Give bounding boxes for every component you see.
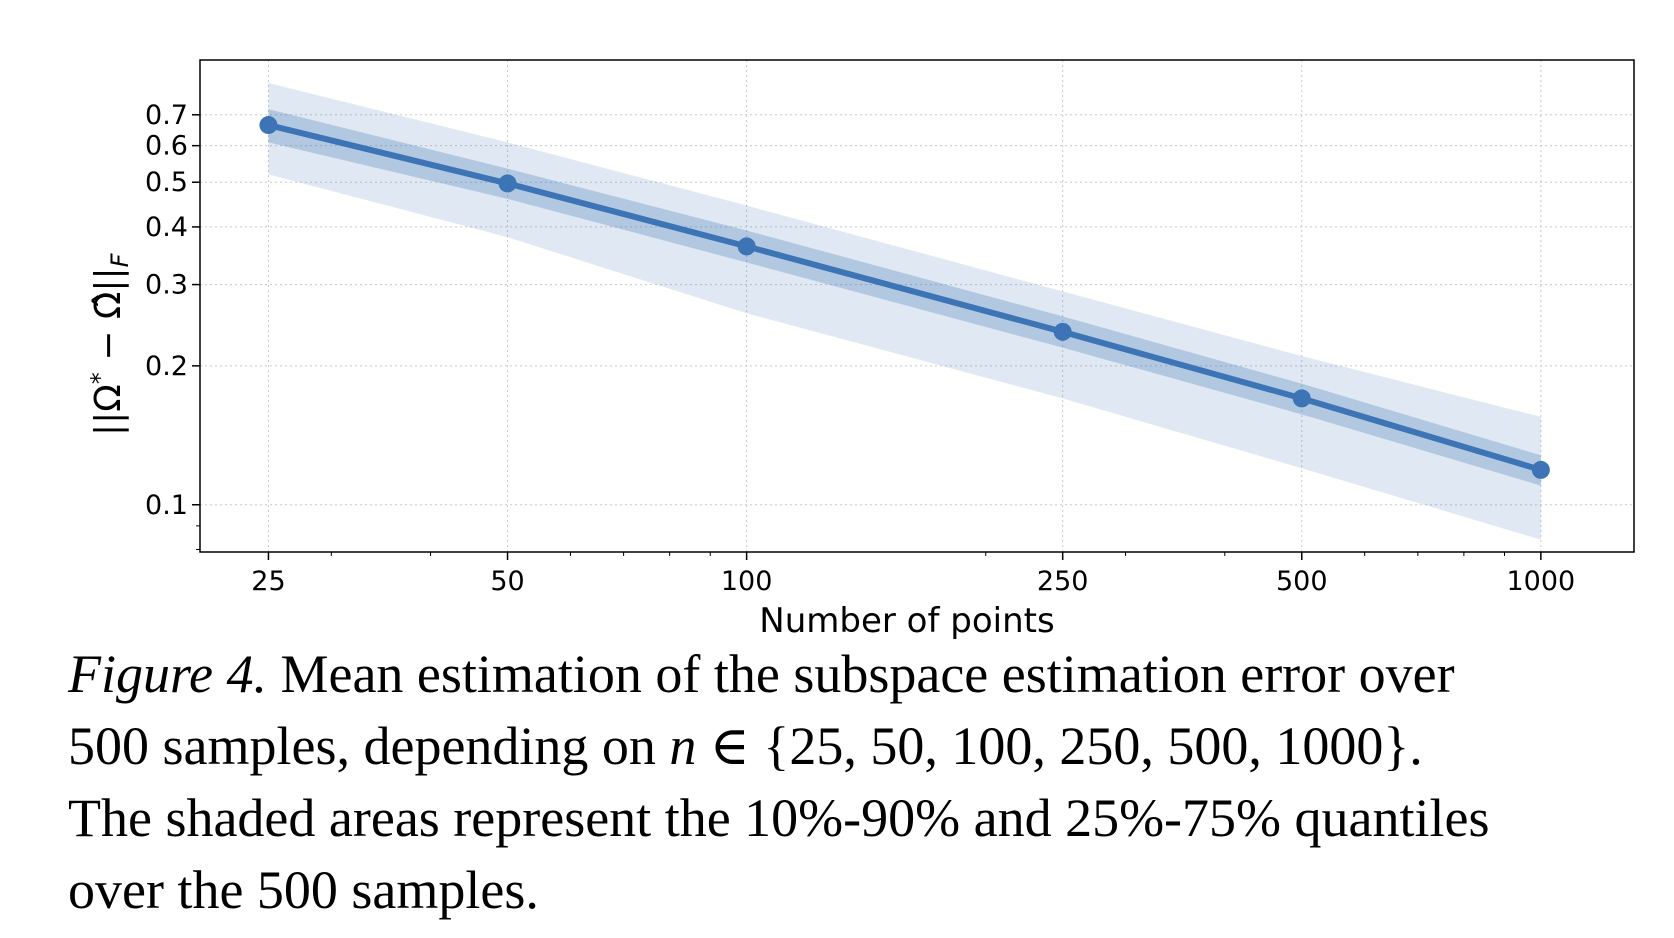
caption-line-2: 500 samples, depending on n ∈ {25, 50, 1… <box>68 710 1668 782</box>
x-tick-label: 250 <box>1037 566 1089 597</box>
quantile-bands <box>268 83 1541 540</box>
x-axis-label: Number of points <box>759 601 1054 640</box>
y-tick-label: 0.4 <box>145 212 188 243</box>
figure-label: Figure 4. <box>68 644 267 704</box>
y-tick-label: 0.1 <box>145 490 188 521</box>
svg-text:||Ω* − Ω̂||F: ||Ω* − Ω̂||F <box>86 252 134 436</box>
y-tick-label: 0.3 <box>145 270 188 301</box>
y-tick-label: 0.6 <box>145 131 188 162</box>
y-label-sub: F <box>106 252 134 267</box>
data-point <box>498 174 517 193</box>
x-axis-ticks: 25 50 100 250 500 1000 <box>251 552 1575 597</box>
mean-line <box>267 122 1542 473</box>
y-tick-label: 0.2 <box>145 351 188 382</box>
plot-frame <box>199 59 1635 553</box>
y-label-main: ||Ω <box>88 384 129 436</box>
x-tick-label: 25 <box>251 566 285 597</box>
caption-text-1: Mean estimation of the subspace estimati… <box>280 644 1455 704</box>
caption-text-2a: 500 samples, depending on <box>68 716 670 776</box>
y-tick-label: 0.7 <box>145 100 188 131</box>
x-tick-label: 1000 <box>1507 566 1576 597</box>
data-point <box>259 116 278 135</box>
y-label-sup: * <box>86 372 114 384</box>
caption-text-2b: ∈ {25, 50, 100, 250, 500, 1000}. <box>696 716 1423 776</box>
chart: 25 50 100 250 500 1000 0.10.20.30.40.50.60.7 … <box>86 59 1635 640</box>
figure-caption: Figure 4. Mean estimation of the subspac… <box>68 638 1668 926</box>
caption-line-1: Figure 4. Mean estimation of the subspac… <box>68 638 1668 710</box>
data-point <box>1292 389 1311 408</box>
series-mean <box>259 116 1550 479</box>
grid-lines <box>200 60 1634 552</box>
y-axis-ticks: 0.1 0.2 0.3 0.4 0.5 0.60.7 <box>145 100 200 550</box>
y-tick-label: 0.5 <box>145 167 188 198</box>
caption-line-4: over the 500 samples. <box>68 854 1668 926</box>
caption-text-4: over the 500 samples. <box>68 860 539 920</box>
data-point <box>1053 322 1072 341</box>
caption-line-3: The shaded areas represent the 10%-90% a… <box>68 782 1668 854</box>
x-tick-label: 50 <box>490 566 524 597</box>
y-label-mid: − Ω̂|| <box>88 267 129 372</box>
data-point <box>737 237 756 256</box>
caption-text-3: The shaded areas represent the 10%-90% a… <box>68 788 1490 848</box>
quantile-band-10-90 <box>268 83 1541 540</box>
x-tick-label: 100 <box>721 566 773 597</box>
y-axis-label: ||Ω* − Ω̂||F <box>86 252 134 436</box>
caption-math-var: n <box>669 716 697 776</box>
data-point <box>1531 460 1550 479</box>
x-tick-label: 500 <box>1276 566 1328 597</box>
